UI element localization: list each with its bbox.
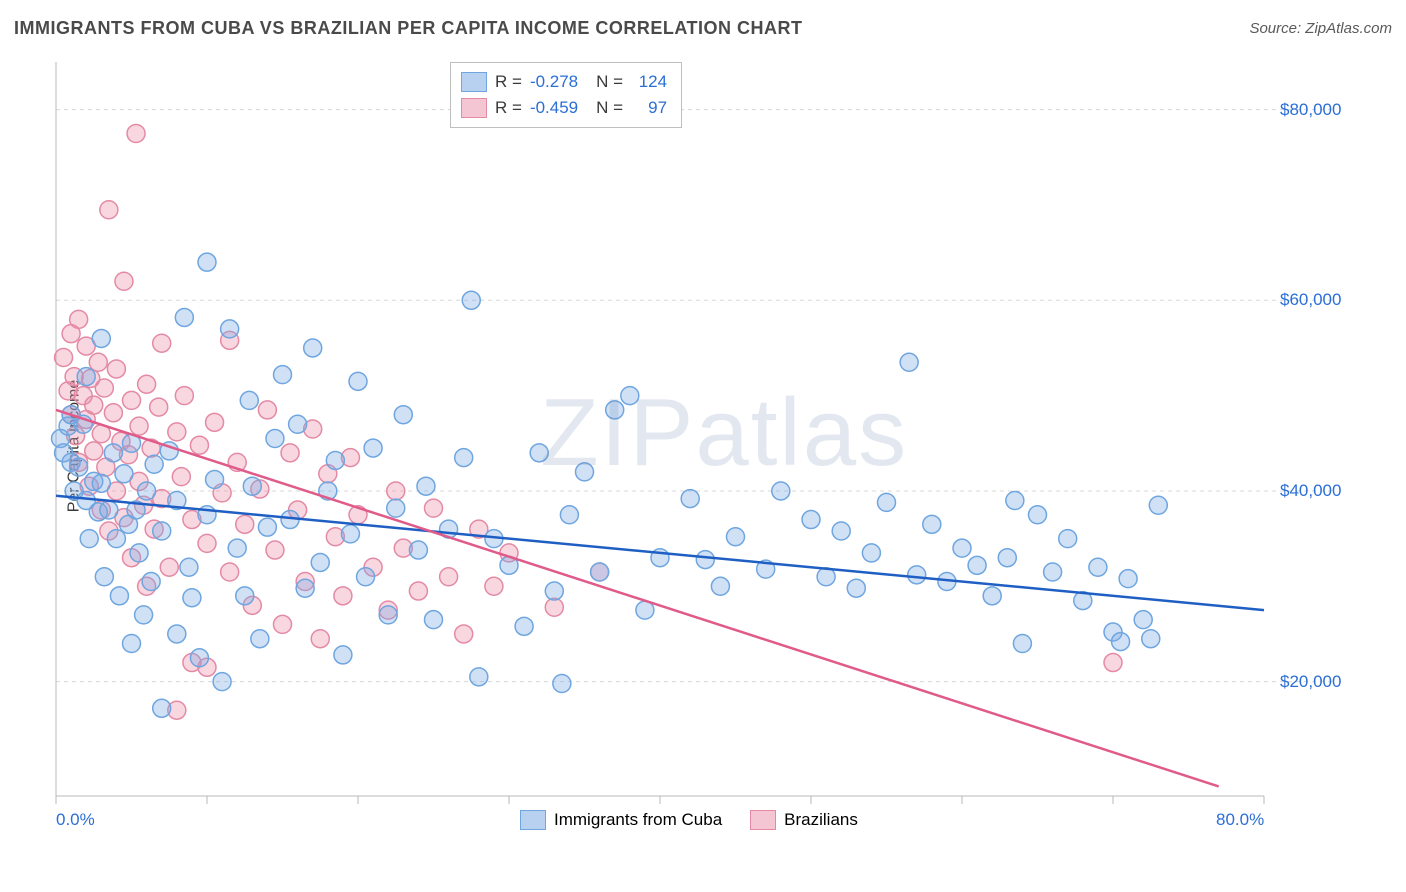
legend-item-cuba: Immigrants from Cuba	[520, 810, 722, 830]
corr-r-label-1: R =	[495, 95, 522, 121]
legend-item-brazil: Brazilians	[750, 810, 858, 830]
y-tick-label: $80,000	[1280, 100, 1341, 120]
swatch-cuba	[461, 72, 487, 92]
series-legend: Immigrants from Cuba Brazilians	[520, 810, 858, 830]
x-tick-label: 0.0%	[56, 810, 95, 830]
legend-label-cuba: Immigrants from Cuba	[554, 810, 722, 830]
legend-swatch-cuba	[520, 810, 546, 830]
corr-n-value-0: 124	[631, 69, 667, 95]
corr-r-value-0: -0.278	[530, 69, 578, 95]
legend-swatch-brazil	[750, 810, 776, 830]
swatch-brazil	[461, 98, 487, 118]
y-tick-label: $40,000	[1280, 481, 1341, 501]
chart-svg	[50, 58, 1360, 838]
corr-r-label-0: R =	[495, 69, 522, 95]
y-tick-label: $60,000	[1280, 290, 1341, 310]
corr-row-cuba: R = -0.278 N = 124	[461, 69, 667, 95]
corr-row-brazil: R = -0.459 N = 97	[461, 95, 667, 121]
chart-title: IMMIGRANTS FROM CUBA VS BRAZILIAN PER CA…	[14, 18, 802, 38]
correlation-legend: R = -0.278 N = 124 R = -0.459 N = 97	[450, 62, 682, 128]
source-attribution: Source: ZipAtlas.com	[1249, 20, 1392, 37]
corr-r-value-1: -0.459	[530, 95, 578, 121]
plot-area: ZIPatlas R = -0.278 N = 124 R = -0.459 N…	[50, 58, 1360, 838]
corr-n-value-1: 97	[631, 95, 667, 121]
corr-n-label-0: N =	[596, 69, 623, 95]
y-tick-label: $20,000	[1280, 672, 1341, 692]
legend-label-brazil: Brazilians	[784, 810, 858, 830]
x-tick-label: 80.0%	[1216, 810, 1264, 830]
chart-header: IMMIGRANTS FROM CUBA VS BRAZILIAN PER CA…	[14, 18, 1392, 48]
corr-n-label-1: N =	[596, 95, 623, 121]
